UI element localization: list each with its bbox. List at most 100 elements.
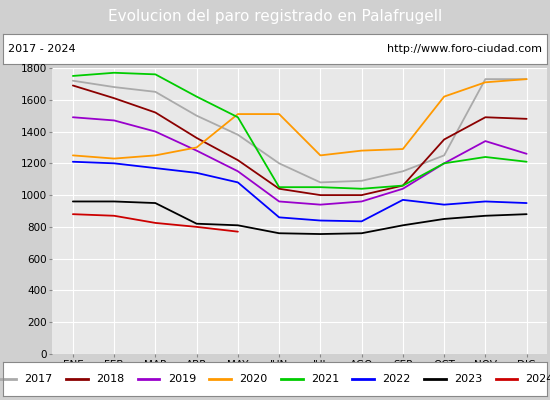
Line: 2018: 2018 [73,86,527,195]
2020 [152,153,158,158]
2019 [111,118,118,123]
2020 [359,148,365,153]
2019 [441,161,448,166]
2024 [69,212,76,216]
2019 [276,199,283,204]
2022 [399,198,406,202]
2018 [441,137,448,142]
2017 [441,153,448,158]
2021 [152,72,158,77]
2022 [317,218,323,223]
2017 [317,180,323,185]
2017 [234,132,241,137]
2018 [194,136,200,140]
2023 [524,212,530,216]
2023 [194,221,200,226]
2021 [111,70,118,75]
2024 [152,220,158,225]
2020 [194,145,200,150]
2024 [194,224,200,229]
2023 [441,216,448,221]
2021 [399,183,406,188]
2017 [152,90,158,94]
2018 [524,116,530,121]
Text: 2023: 2023 [454,374,482,384]
2020 [317,153,323,158]
2022 [359,219,365,224]
2019 [234,169,241,174]
Text: Evolucion del paro registrado en Palafrugell: Evolucion del paro registrado en Palafru… [108,10,442,24]
Text: 2017 - 2024: 2017 - 2024 [8,44,76,54]
2020 [69,153,76,158]
2018 [317,193,323,198]
2021 [234,115,241,120]
Text: 2021: 2021 [311,374,339,384]
2019 [152,129,158,134]
2022 [524,201,530,206]
2023 [359,231,365,236]
2020 [234,112,241,116]
2020 [441,94,448,99]
2021 [317,185,323,190]
Text: 2020: 2020 [239,374,267,384]
2018 [111,96,118,100]
2018 [152,110,158,115]
2019 [524,152,530,156]
2020 [482,80,488,85]
2019 [69,115,76,120]
2017 [69,78,76,83]
Text: 2017: 2017 [25,374,53,384]
Text: 2019: 2019 [168,374,196,384]
Line: 2022: 2022 [73,162,527,221]
2020 [276,112,283,116]
2024 [111,213,118,218]
2019 [194,148,200,153]
2022 [69,159,76,164]
2019 [317,202,323,207]
2019 [399,186,406,191]
2017 [524,77,530,82]
Text: 2018: 2018 [96,374,124,384]
2021 [69,74,76,78]
Line: 2024: 2024 [73,214,238,232]
Line: 2017: 2017 [73,79,527,182]
2023 [69,199,76,204]
2023 [482,213,488,218]
2017 [399,169,406,174]
2022 [194,170,200,175]
2021 [524,159,530,164]
2023 [399,223,406,228]
2022 [111,161,118,166]
2022 [152,166,158,170]
Line: 2020: 2020 [73,79,527,158]
2023 [152,201,158,206]
2022 [276,215,283,220]
Text: 2024: 2024 [525,374,550,384]
2017 [482,77,488,82]
2024 [234,229,241,234]
2017 [194,113,200,118]
2023 [111,199,118,204]
Text: http://www.foro-ciudad.com: http://www.foro-ciudad.com [387,44,542,54]
2019 [482,139,488,144]
2023 [234,223,241,228]
2023 [276,231,283,236]
2021 [359,186,365,191]
2017 [359,178,365,183]
2019 [359,199,365,204]
2022 [234,180,241,185]
2021 [194,94,200,99]
2018 [69,83,76,88]
2020 [111,156,118,161]
2018 [482,115,488,120]
2023 [317,232,323,236]
2022 [441,202,448,207]
Line: 2019: 2019 [73,117,527,205]
Line: 2021: 2021 [73,73,527,189]
2017 [111,85,118,90]
2022 [482,199,488,204]
2021 [276,185,283,190]
2018 [399,183,406,188]
2020 [399,147,406,152]
2018 [359,193,365,198]
